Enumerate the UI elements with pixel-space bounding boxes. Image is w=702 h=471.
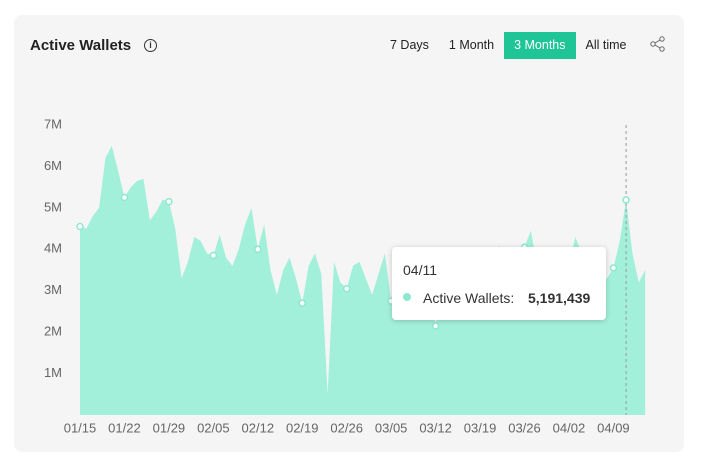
area xyxy=(80,145,646,415)
x-tick-label: 01/29 xyxy=(153,420,186,435)
y-tick-label: 5M xyxy=(44,199,62,214)
y-tick-label: 7M xyxy=(44,116,62,131)
point-marker xyxy=(209,251,218,260)
tooltip: 04/11 Active Wallets: 5,191,439 xyxy=(392,247,606,320)
x-tick-label: 04/02 xyxy=(553,420,586,435)
x-tick-label: 01/22 xyxy=(108,420,141,435)
point-marker xyxy=(76,222,84,231)
x-tick-label: 03/12 xyxy=(419,420,452,435)
x-tick-label: 03/05 xyxy=(375,420,408,435)
tooltip-dot xyxy=(403,293,411,301)
range-button[interactable]: 7 Days xyxy=(390,38,429,52)
y-tick-label: 2M xyxy=(44,324,62,339)
info-icon[interactable]: i xyxy=(144,39,157,52)
x-tick-label: 02/26 xyxy=(330,420,363,435)
range-button[interactable]: All time xyxy=(585,38,627,52)
x-tick-label: 02/12 xyxy=(242,420,275,435)
x-tick-label: 03/26 xyxy=(508,420,541,435)
point-marker xyxy=(431,322,440,330)
x-tick-label: 03/19 xyxy=(464,420,497,435)
point-marker xyxy=(165,197,173,206)
card-title: Active Wallets xyxy=(30,37,132,54)
x-tick-label: 02/19 xyxy=(286,420,319,435)
point-marker xyxy=(609,264,618,272)
y-tick-label: 1M xyxy=(44,365,62,380)
point-marker xyxy=(254,245,262,254)
point-marker xyxy=(342,284,351,293)
range-button[interactable]: 3 Months xyxy=(504,32,576,59)
tooltip-date: 04/11 xyxy=(403,262,437,278)
x-tick-label: 02/05 xyxy=(197,420,230,435)
point-marker xyxy=(120,193,129,202)
point-marker xyxy=(298,299,306,307)
share-icon[interactable] xyxy=(650,36,666,52)
y-tick-label: 3M xyxy=(44,282,62,297)
y-tick-label: 6M xyxy=(44,158,62,173)
point-marker xyxy=(622,196,630,204)
x-tick-label: 01/15 xyxy=(64,420,97,435)
range-selector: 7 Days 1 Month 3 Months All time xyxy=(380,32,636,59)
range-button[interactable]: 1 Month xyxy=(448,38,495,52)
tooltip-value: 5,191,439 xyxy=(528,290,591,306)
x-tick-label: 04/09 xyxy=(597,420,630,435)
y-tick-label: 4M xyxy=(44,241,62,256)
tooltip-label: Active Wallets: xyxy=(423,290,515,306)
